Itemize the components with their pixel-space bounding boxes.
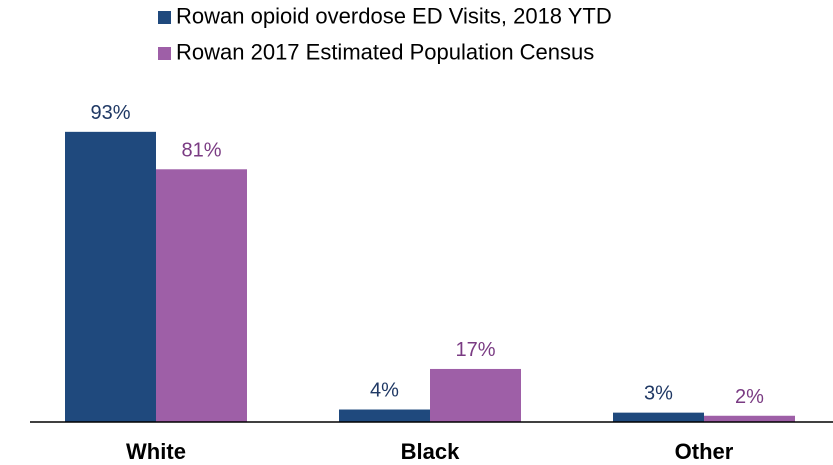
data-label-other-series-2: 2% <box>735 386 764 408</box>
bar-black-series-1 <box>339 409 430 422</box>
legend: Rowan opioid overdose ED Visits, 2018 YT… <box>158 4 612 65</box>
bar-white-series-1 <box>65 131 156 422</box>
data-label-white-series-1: 93% <box>90 102 130 124</box>
bar-other-series-2 <box>704 415 795 422</box>
legend-label-2: Rowan 2017 Estimated Population Census <box>176 40 594 65</box>
category-label-other: Other <box>675 439 734 464</box>
data-label-black-series-2: 17% <box>455 339 495 361</box>
category-labels: White Black Other <box>126 439 734 464</box>
data-labels: 93% 81% 4% 17% 3% 2% <box>90 102 764 408</box>
bars <box>65 131 795 422</box>
data-label-white-series-2: 81% <box>181 139 221 161</box>
bar-other-series-1 <box>613 412 704 422</box>
bar-black-series-2 <box>430 368 521 422</box>
bar-white-series-2 <box>156 169 247 422</box>
legend-swatch-1 <box>158 11 171 24</box>
legend-swatch-2 <box>158 47 171 60</box>
category-label-white: White <box>126 439 186 464</box>
data-label-black-series-1: 4% <box>370 380 399 402</box>
legend-label-1: Rowan opioid overdose ED Visits, 2018 YT… <box>176 4 612 29</box>
category-label-black: Black <box>401 439 460 464</box>
data-label-other-series-1: 3% <box>644 383 673 405</box>
